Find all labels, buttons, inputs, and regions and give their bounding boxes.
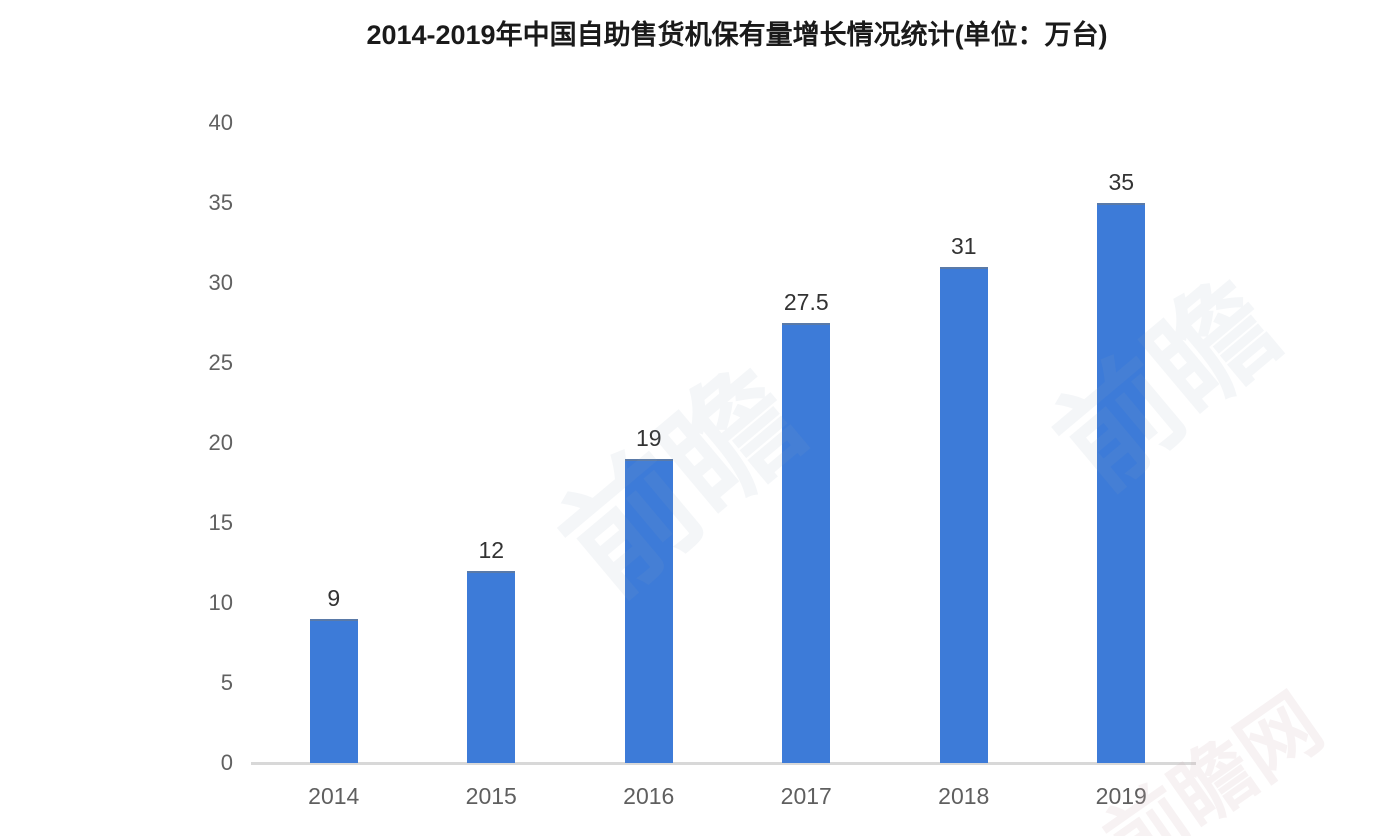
- x-axis-tick-label: 2016: [623, 783, 675, 809]
- y-axis-tick-label: 15: [208, 510, 233, 535]
- bar-value-label: 19: [635, 425, 662, 451]
- x-axis-tick-label: 2017: [780, 783, 832, 809]
- chart-title: 2014-2019年中国自助售货机保有量增长情况统计(单位：万台): [366, 20, 1108, 50]
- y-axis-tick-label: 40: [208, 110, 233, 135]
- bar-value-label: 31: [950, 233, 977, 259]
- bar-2017: [782, 323, 831, 763]
- y-axis-tick-label: 35: [208, 190, 233, 215]
- bar-2019: [1097, 203, 1146, 763]
- plot-area: 0 5 10 15 20 25 30 35 40 9 2014 12 2015 19 2016 27.5 201…: [209, 110, 1200, 809]
- x-axis-line: [251, 762, 1196, 765]
- y-axis-tick-label: 30: [208, 270, 233, 295]
- bar-value-label: 27.5: [783, 289, 829, 315]
- bar-2018: [939, 267, 988, 763]
- x-axis-tick-label: 2014: [308, 783, 360, 809]
- x-axis-tick-label: 2015: [465, 783, 517, 809]
- x-axis-tick-label: 2019: [1095, 783, 1147, 809]
- bar-value-label: 9: [327, 585, 341, 611]
- y-axis-tick-label: 0: [220, 750, 233, 775]
- y-axis-tick-label: 5: [220, 670, 233, 695]
- bar-2016: [624, 459, 673, 763]
- y-axis-tick-label: 20: [208, 430, 233, 455]
- bar-value-label: 35: [1108, 169, 1135, 195]
- bar-2014: [309, 619, 358, 763]
- x-axis-tick-label: 2018: [938, 783, 990, 809]
- y-axis-tick-label: 25: [208, 350, 233, 375]
- bar-2015: [467, 571, 516, 763]
- bar-value-label: 12: [478, 537, 505, 563]
- y-axis-tick-label: 10: [208, 590, 233, 615]
